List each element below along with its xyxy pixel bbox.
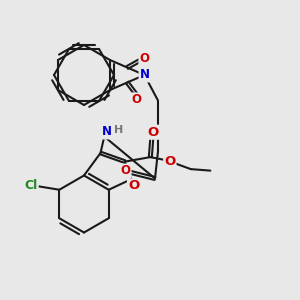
Text: O: O [121,164,130,178]
Text: O: O [164,155,176,168]
Text: H: H [114,124,123,135]
Text: O: O [139,52,149,65]
Text: O: O [132,93,142,106]
Text: Cl: Cl [24,179,38,192]
Text: O: O [147,126,159,139]
Text: N: N [101,125,112,139]
Text: O: O [128,179,139,192]
Text: N: N [140,68,149,82]
